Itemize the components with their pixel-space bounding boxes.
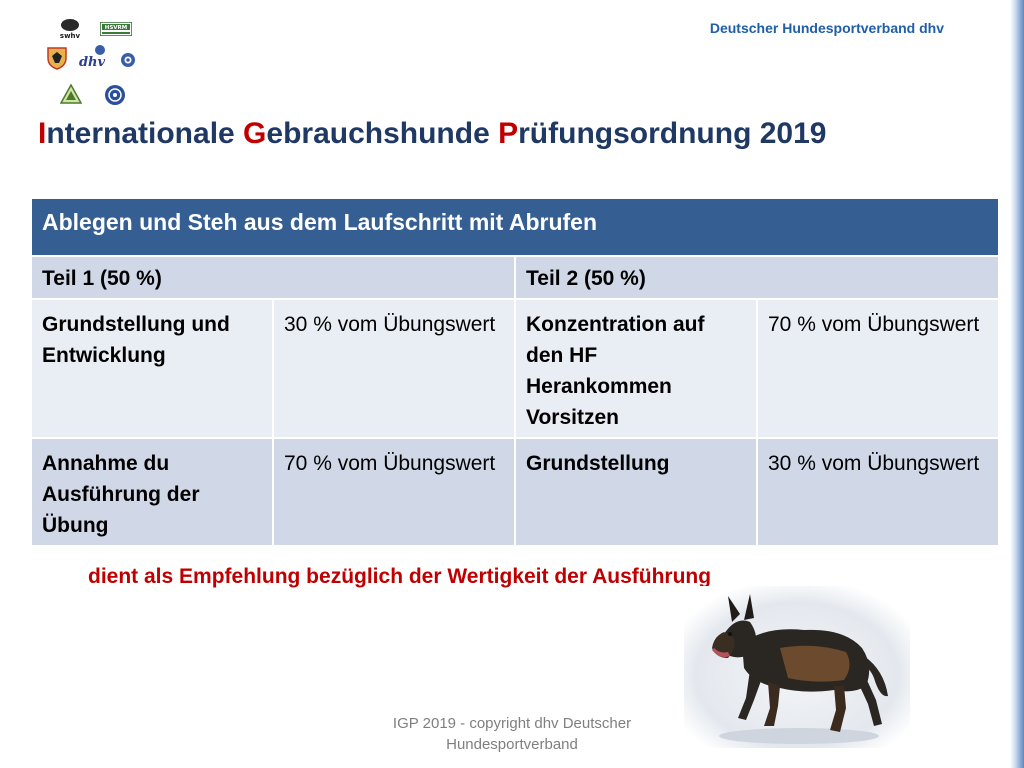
table-cell: 70 % vom Übungswert — [272, 437, 516, 547]
evaluation-table: Ablegen und Steh aus dem Laufschritt mit… — [29, 197, 1001, 547]
footer-copyright: IGP 2019 - copyright dhv Deutscher Hunde… — [364, 713, 660, 755]
title-word-internationale: nternationale — [46, 117, 244, 150]
title-word-gebrauchshunde: ebrauchshunde — [266, 117, 499, 150]
part2-header: Teil 2 (50 %) — [513, 255, 1001, 300]
shield-dog-logo — [47, 47, 67, 70]
table-cell: 30 % vom Übungswert — [755, 437, 1001, 547]
dhv-logo: dhv — [79, 45, 106, 70]
hsvrm-logo: HSVRM — [100, 22, 132, 36]
association-logos: swhv HSVRM dhv — [38, 18, 148, 110]
table-cell: Konzentration auf den HF Herankommen Vor… — [514, 298, 758, 439]
organisation-name: Deutscher Hundesportverband dhv — [709, 20, 944, 36]
round-logo — [105, 85, 125, 105]
table-row: Annahme du Ausführung der Übung 70 % vom… — [30, 437, 1001, 547]
swhv-logo: swhv — [60, 19, 81, 40]
footer-line: IGP 2019 - copyright dhv Deutscher — [392, 715, 632, 732]
title-word-pruefungsordnung: rüfungsordnung 2019 — [518, 117, 827, 150]
slide-title: Internationale Gebrauchshunde Prüfungsor… — [38, 117, 978, 151]
svg-text:dhv: dhv — [79, 55, 106, 70]
table-heading: Ablegen und Steh aus dem Laufschritt mit… — [29, 197, 1001, 257]
part1-header: Teil 1 (50 %) — [30, 255, 516, 300]
svg-text:swhv: swhv — [60, 32, 81, 40]
table-row: Grundstellung und Entwicklung 30 % vom Ü… — [30, 298, 1001, 439]
recommendation-note: dient als Empfehlung bezüglich der Werti… — [88, 565, 712, 588]
svg-text:HSVRM: HSVRM — [105, 25, 128, 31]
title-initial-p: P — [498, 117, 519, 150]
title-initial-g: G — [243, 117, 267, 150]
table-cell: 30 % vom Übungswert — [272, 298, 516, 439]
table-cell: 70 % vom Übungswert — [755, 298, 1001, 439]
triangle-logo — [60, 84, 82, 104]
table-cell: Grundstellung und Entwicklung — [30, 298, 274, 439]
table-cell: Grundstellung — [514, 437, 758, 547]
title-initial-i: I — [38, 117, 47, 150]
emblem-logo — [121, 53, 135, 67]
dog-photo — [684, 586, 910, 748]
table-cell: Annahme du Ausführung der Übung — [30, 437, 274, 547]
slide-edge-decoration — [1010, 0, 1024, 768]
footer-line: Hundesportverband — [446, 736, 578, 753]
